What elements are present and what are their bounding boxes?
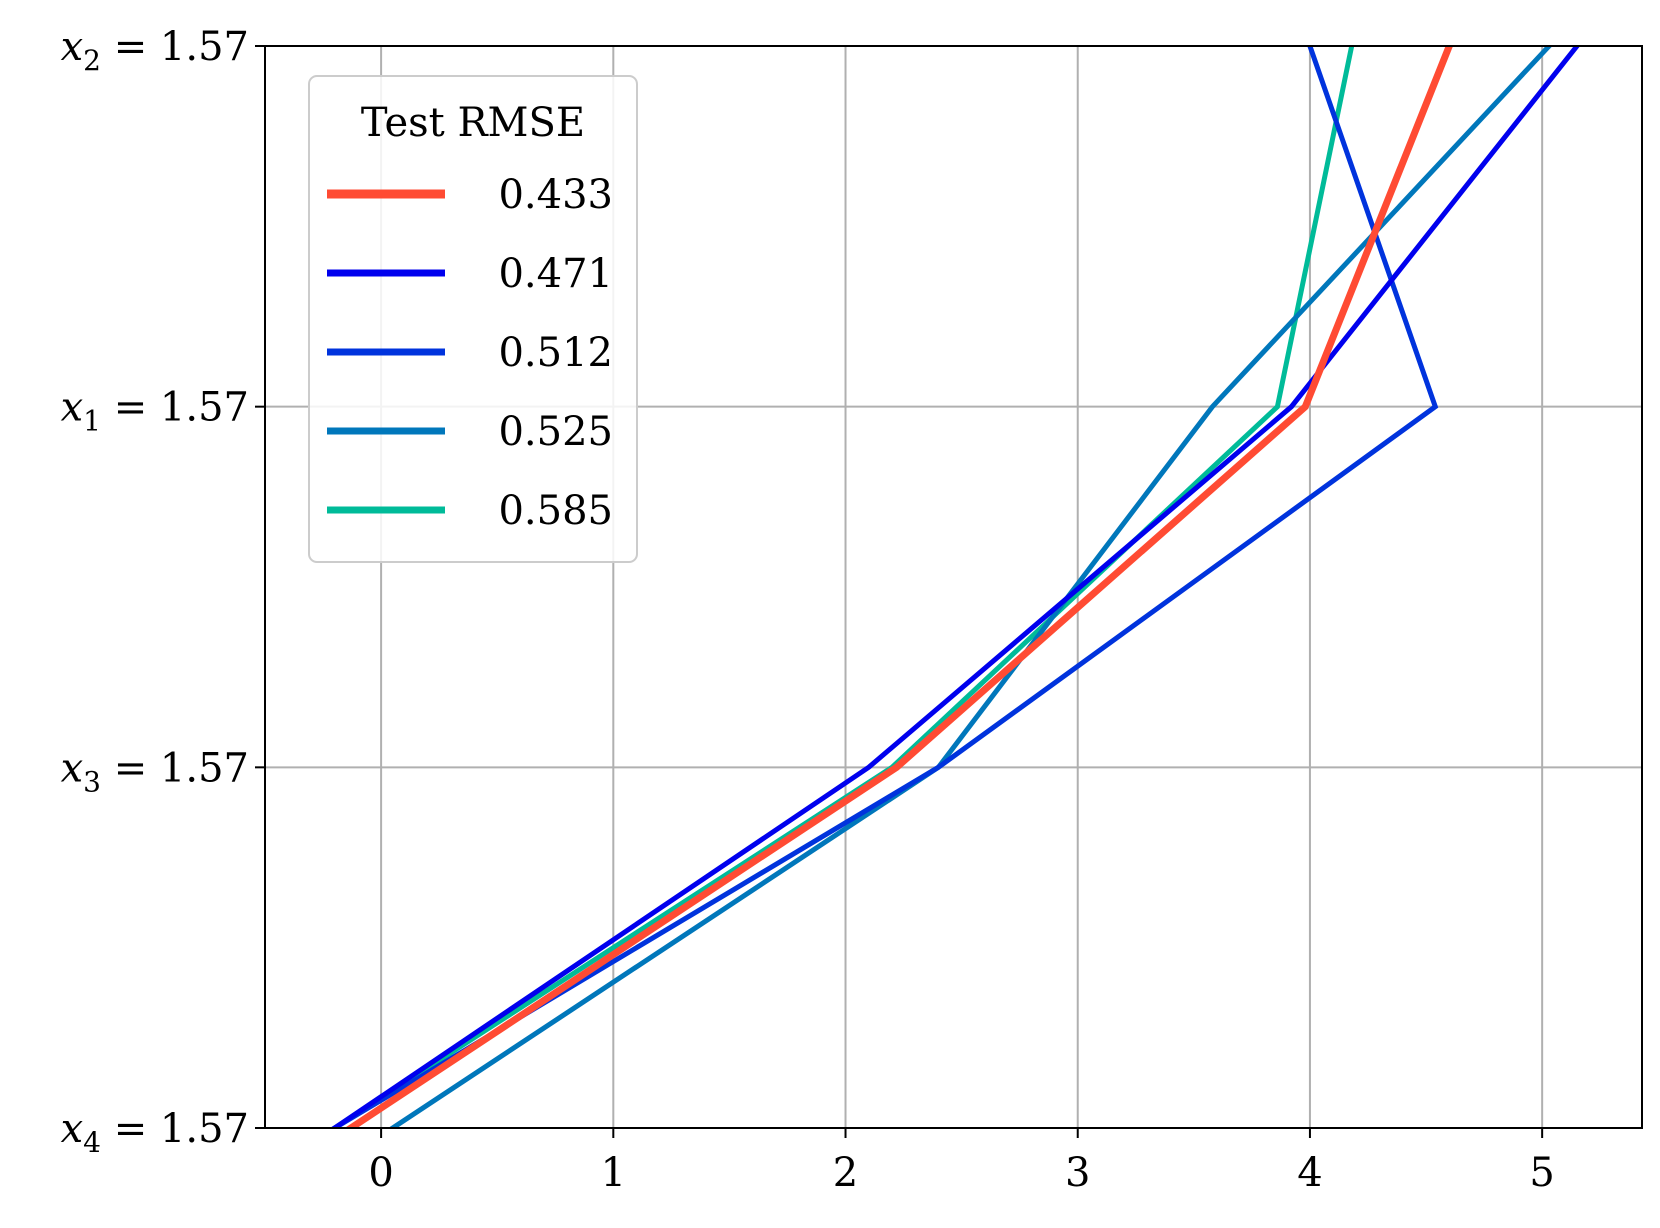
plot-area — [331, 46, 1581, 1128]
y-tick-var: x — [61, 385, 84, 431]
series-line-0.512 — [331, 46, 1439, 1128]
axes-frame — [264, 45, 1643, 1129]
y-tick-subscript: 1 — [83, 405, 101, 438]
legend-label: 0.585 — [498, 488, 613, 534]
y-tick-value: = 1.57 — [101, 385, 249, 431]
legend-label: 0.512 — [498, 330, 613, 376]
y-tick-var: x — [61, 1106, 84, 1152]
y-tick-value: = 1.57 — [101, 24, 249, 70]
legend-label: 0.525 — [498, 409, 613, 455]
x-axis: 0 1 2 3 4 5 — [368, 1128, 1555, 1196]
y-tick-value: = 1.57 — [101, 745, 249, 791]
legend-label: 0.471 — [498, 251, 613, 297]
y-tick-label: x2 = 1.57 — [61, 24, 249, 77]
y-tick-var: x — [61, 24, 84, 70]
y-tick-label: x4 = 1.57 — [61, 1106, 249, 1159]
x-tick-label: 1 — [601, 1150, 626, 1196]
legend-label: 0.433 — [498, 172, 613, 218]
y-tick-value: = 1.57 — [101, 1106, 249, 1152]
legend-items: 0.433 0.471 0.512 0.525 0.585 — [327, 172, 613, 534]
y-tick-subscript: 3 — [83, 765, 101, 798]
y-tick-label: x1 = 1.57 — [61, 385, 249, 438]
x-tick-label: 3 — [1065, 1150, 1090, 1196]
series-line-0.433 — [346, 46, 1454, 1128]
legend: Test RMSE 0.433 0.471 0.512 0.525 0.585 — [308, 75, 638, 563]
x-tick-label: 0 — [368, 1150, 393, 1196]
y-tick-var: x — [61, 745, 84, 791]
y-tick-subscript: 4 — [83, 1126, 101, 1159]
x-tick-label: 5 — [1529, 1150, 1554, 1196]
series-lines — [331, 46, 1581, 1128]
series-line-0.585 — [331, 46, 1355, 1128]
x-tick-label: 2 — [833, 1150, 858, 1196]
legend-title: Test RMSE — [361, 100, 585, 146]
series-line-0.471 — [331, 46, 1581, 1128]
x-tick-label: 4 — [1297, 1150, 1322, 1196]
y-tick-subscript: 2 — [83, 44, 101, 77]
y-tick-label: x3 = 1.57 — [61, 745, 249, 798]
